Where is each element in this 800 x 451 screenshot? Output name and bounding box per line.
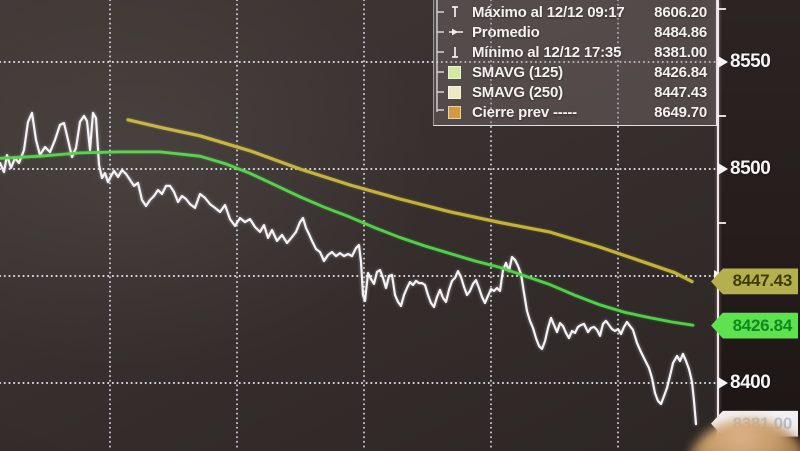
legend-label: Mínimo al 12/12 17:35 <box>472 43 622 61</box>
legend-label: Cierre prev ----- <box>472 103 577 121</box>
legend-value: 8606.20 <box>654 3 707 21</box>
tick-arrow-icon <box>718 163 728 175</box>
legend-row-promedio: Promedio 8484.86 <box>438 22 707 42</box>
legend-value: 8381.00 <box>654 43 707 61</box>
legend-value: 8426.84 <box>654 63 707 81</box>
legend-row-smavg125: SMAVG (125) 8426.84 <box>438 62 707 82</box>
legend-label: Promedio <box>472 23 540 41</box>
legend-row-cierre-prev: Cierre prev ----- 8649.70 <box>438 102 707 122</box>
price-tag-smavg250: 8447.43 <box>711 268 798 295</box>
axis-minor-tick <box>717 7 726 10</box>
axis-minor-tick <box>717 114 726 117</box>
legend-value: 8447.43 <box>654 83 707 101</box>
legend-label: Máximo al 12/12 09:17 <box>472 3 625 21</box>
cierre-prev-swatch-icon <box>438 105 472 119</box>
y-axis-label-text: 8400 <box>730 372 771 393</box>
legend-row-minimo: Mínimo al 12/12 17:35 8381.00 <box>438 42 707 62</box>
legend-value: 8649.70 <box>654 103 707 121</box>
axis-margin <box>719 0 800 451</box>
max-marker-icon <box>438 5 472 19</box>
legend-row-maximo: Máximo al 12/12 09:17 8606.20 <box>438 2 707 22</box>
chart-legend: Máximo al 12/12 09:17 8606.20 Promedio 8… <box>433 0 717 126</box>
min-marker-icon <box>438 45 472 59</box>
y-axis-label-text: 8500 <box>730 158 771 179</box>
y-axis-line <box>717 0 719 451</box>
smavg250-swatch-icon <box>438 85 472 99</box>
y-axis-label-8500: 8500 <box>718 158 771 180</box>
avg-marker-icon <box>438 25 472 39</box>
legend-bracket <box>436 0 444 112</box>
chart-plot-background <box>0 0 717 451</box>
chart-canvas <box>0 0 717 451</box>
axis-minor-tick <box>717 221 726 224</box>
legend-value: 8484.86 <box>654 23 707 41</box>
legend-label: SMAVG (125) <box>472 63 563 81</box>
legend-label: SMAVG (250) <box>472 83 563 101</box>
y-axis-label-8550: 8550 <box>718 51 771 73</box>
legend-row-smavg250: SMAVG (250) 8447.43 <box>438 82 707 102</box>
price-tag-smavg125: 8426.84 <box>711 312 798 339</box>
y-axis-label-8400: 8400 <box>718 372 771 394</box>
tick-arrow-icon <box>718 56 728 68</box>
tick-arrow-icon <box>718 377 728 389</box>
smavg125-swatch-icon <box>438 65 472 79</box>
y-axis-label-text: 8550 <box>730 51 771 72</box>
